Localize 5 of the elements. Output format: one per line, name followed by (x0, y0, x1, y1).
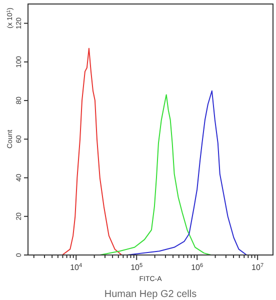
x-tick-label: 10$^{4}$ (70, 263, 82, 272)
text: Human Hep G2 cells (104, 289, 197, 300)
x-tick-label: 10$^{6}$ (191, 263, 204, 272)
x-tick-label: 10$^{7}$ (252, 263, 264, 272)
x-tick-label: 10$^{5}$ (130, 263, 143, 272)
